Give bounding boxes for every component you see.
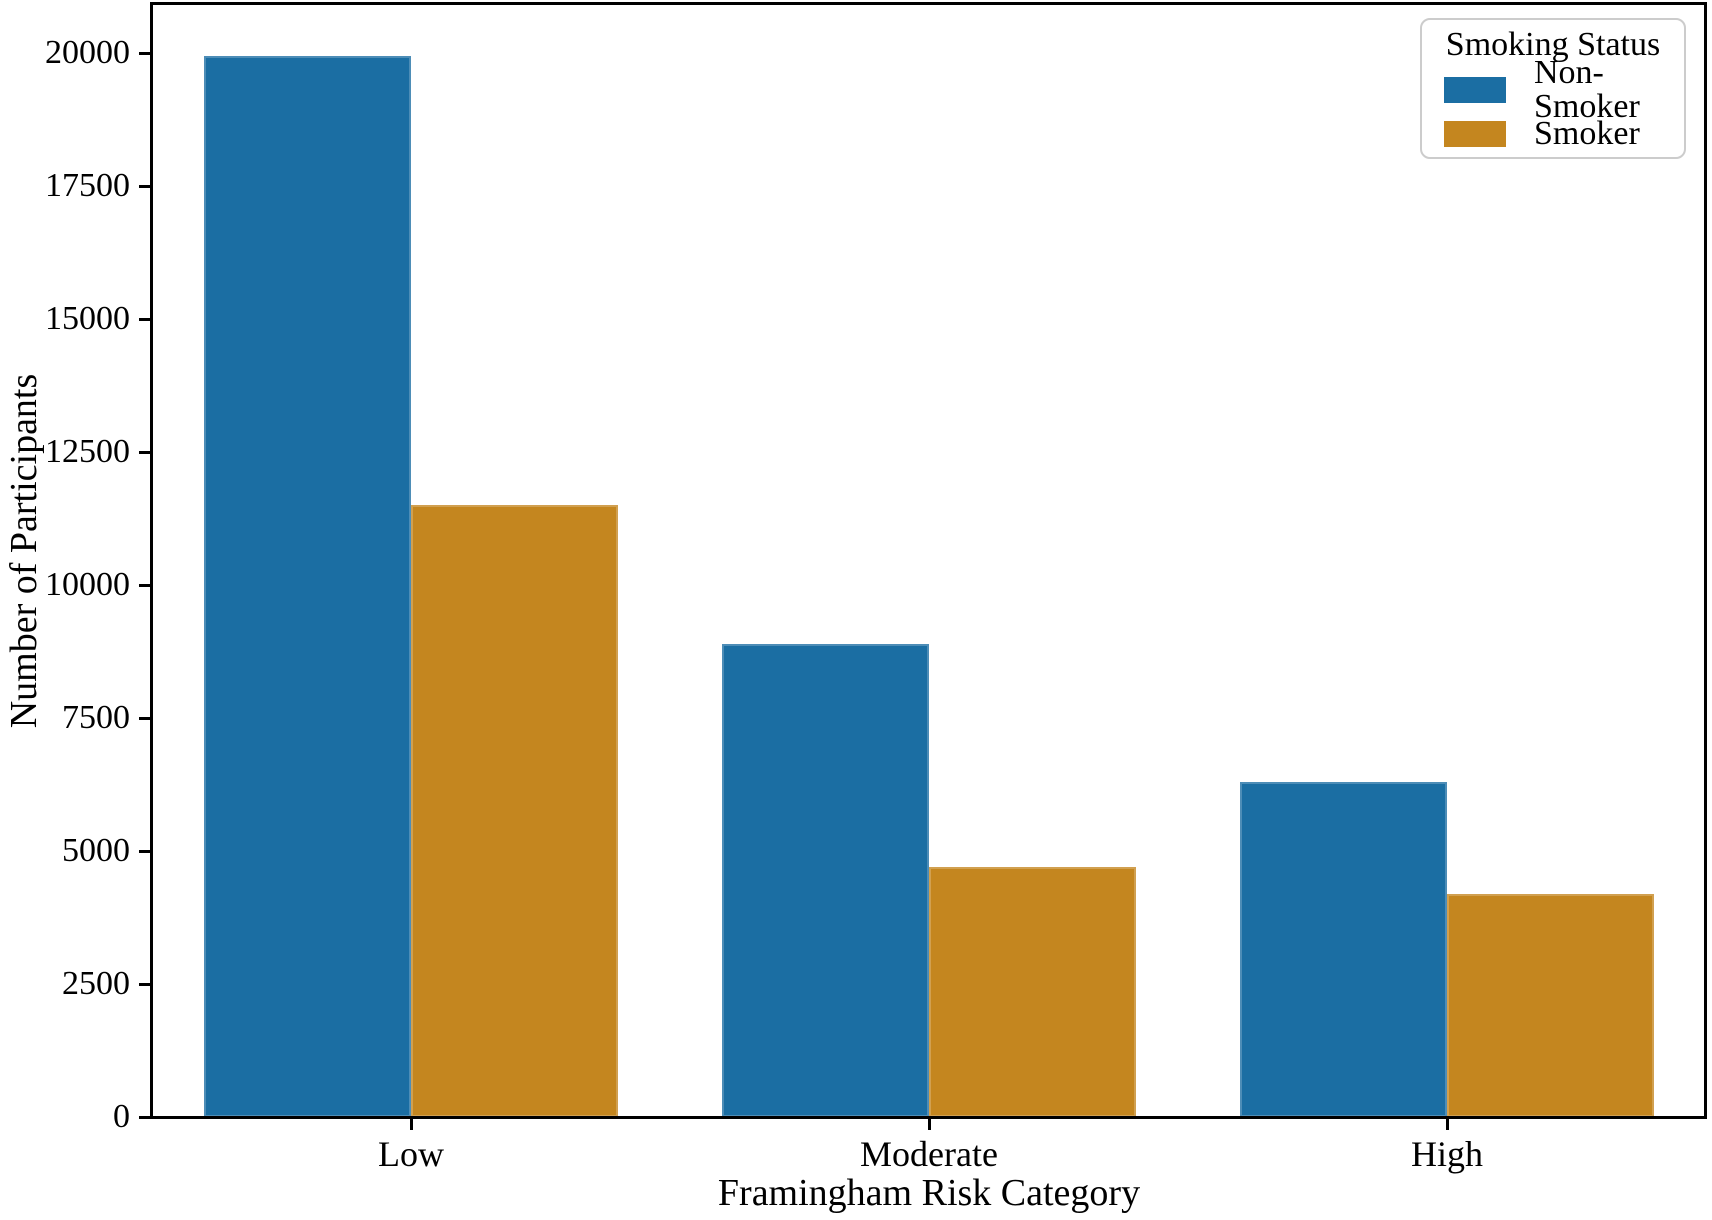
legend-items: Non-Smoker Smoker xyxy=(1434,56,1672,156)
axis-spine-left xyxy=(150,2,153,1119)
y-tick-label: 2500 xyxy=(62,965,130,1002)
y-tick-label: 10000 xyxy=(45,566,130,603)
bar-non-smoker-low xyxy=(203,55,411,1117)
y-tick-label: 7500 xyxy=(62,699,130,736)
legend-item: Non-Smoker xyxy=(1434,56,1672,124)
y-tick-label: 15000 xyxy=(45,300,130,337)
y-tick-label: 17500 xyxy=(45,167,130,204)
bar-smoker-moderate xyxy=(929,866,1137,1117)
legend-label: Smoker xyxy=(1534,115,1640,152)
y-tick xyxy=(139,51,152,55)
legend-swatch-icon xyxy=(1444,121,1506,147)
y-tick-label: 20000 xyxy=(45,34,130,71)
axis-spine-right xyxy=(1704,2,1707,1119)
x-tick-label: Low xyxy=(378,1134,444,1174)
legend-title: Smoking Status xyxy=(1445,26,1661,63)
axis-spine-bottom xyxy=(150,1116,1707,1119)
y-tick xyxy=(139,583,152,587)
y-axis-label: Number of Participants xyxy=(3,373,45,729)
legend: Smoking Status Non-Smoker Smoker xyxy=(1420,18,1686,159)
x-tick xyxy=(927,1117,931,1130)
y-tick xyxy=(139,716,152,720)
legend-swatch-icon xyxy=(1444,77,1506,103)
legend-item: Smoker xyxy=(1434,112,1672,156)
y-tick-label: 12500 xyxy=(45,433,130,470)
legend-label: Non-Smoker xyxy=(1534,54,1640,125)
y-tick xyxy=(139,1115,152,1119)
plot-area: 0 2500 5000 7500 10000 12500 15000 17500 20000 Lo… xyxy=(45,3,1706,1172)
y-tick xyxy=(139,450,152,454)
x-tick xyxy=(1445,1117,1449,1130)
bar-non-smoker-high xyxy=(1239,781,1447,1117)
bar-smoker-high xyxy=(1447,893,1655,1117)
x-tick xyxy=(409,1117,413,1130)
bar-non-smoker-moderate xyxy=(721,643,929,1117)
y-tick xyxy=(139,184,152,188)
y-tick-label: 0 xyxy=(113,1098,130,1135)
x-tick-label: Moderate xyxy=(860,1134,998,1174)
bar-smoker-low xyxy=(411,505,619,1117)
axis-spine-top xyxy=(150,2,1707,5)
x-tick-label: High xyxy=(1411,1134,1483,1174)
x-axis-label: Framingham Risk Category xyxy=(717,1172,1141,1214)
y-tick xyxy=(139,317,152,321)
y-tick xyxy=(139,849,152,853)
y-tick-label: 5000 xyxy=(62,832,130,869)
y-tick xyxy=(139,982,152,986)
